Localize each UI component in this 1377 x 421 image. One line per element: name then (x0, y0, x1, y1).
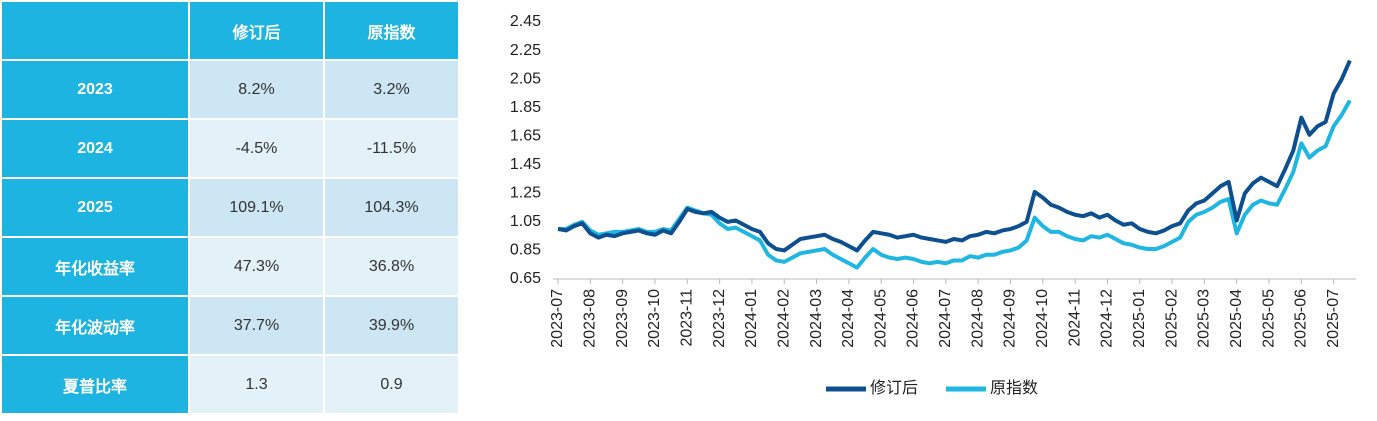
stats-table: 修订后 原指数 2023 8.2% 3.2% 2024 -4.5% -11.5% 2025 109… (0, 0, 460, 415)
row-header: 夏普比率 (0, 354, 190, 415)
table-cell: 36.8% (323, 236, 460, 297)
table-row: 夏普比率 1.3 0.9 (0, 354, 460, 415)
table-cell: 8.2% (188, 59, 325, 120)
table-cell: 1.3 (188, 354, 325, 415)
table-cell: 104.3% (323, 177, 460, 238)
x-tick-label: 2025-03 (1196, 289, 1213, 348)
y-tick-label: 1.25 (510, 185, 541, 202)
row-header: 年化波动率 (0, 295, 190, 356)
row-header: 2024 (0, 118, 190, 179)
x-tick-label: 2024-03 (808, 289, 825, 348)
y-tick-label: 1.85 (510, 99, 541, 116)
y-tick-label: 0.65 (510, 270, 541, 287)
table-cell: -11.5% (323, 118, 460, 179)
y-tick-label: 1.05 (510, 213, 541, 230)
series-line (557, 59, 1352, 253)
x-tick-label: 2024-08 (969, 289, 986, 348)
row-header: 年化收益率 (0, 236, 190, 297)
table-cell: 47.3% (188, 236, 325, 297)
column-header: 原指数 (323, 0, 460, 61)
legend-label: 原指数 (990, 379, 1038, 397)
x-tick-label: 2024-11 (1066, 289, 1083, 347)
x-tick-label: 2023-07 (549, 289, 566, 348)
table-row: 年化波动率 37.7% 39.9% (0, 295, 460, 356)
row-header: 2023 (0, 59, 190, 120)
x-tick-label: 2025-01 (1131, 289, 1148, 348)
y-tick-label: 1.65 (510, 127, 541, 144)
table-row: 2023 8.2% 3.2% (0, 59, 460, 120)
x-tick-label: 2025-02 (1163, 289, 1180, 348)
x-tick-label: 2025-05 (1260, 289, 1277, 348)
x-tick-label: 2023-12 (711, 289, 728, 348)
x-tick-label: 2024-02 (775, 289, 792, 348)
table-row: 2024 -4.5% -11.5% (0, 118, 460, 179)
column-header: 修订后 (188, 0, 325, 61)
x-tick-label: 2024-04 (840, 289, 857, 348)
table-cell: 39.9% (323, 295, 460, 356)
legend-label: 修订后 (870, 379, 918, 397)
row-header: 2025 (0, 177, 190, 238)
table-cell: 0.9 (323, 354, 460, 415)
y-tick-label: 2.05 (510, 70, 541, 87)
x-tick-label: 2024-12 (1099, 289, 1116, 348)
x-tick-label: 2025-06 (1293, 289, 1310, 348)
x-tick-label: 2023-11 (678, 289, 695, 347)
x-tick-label: 2024-05 (872, 289, 889, 348)
table-row: 修订后 原指数 (0, 0, 460, 61)
x-tick-label: 2023-09 (614, 289, 631, 348)
table-row: 2025 109.1% 104.3% (0, 177, 460, 238)
x-tick-label: 2024-01 (743, 289, 760, 348)
table-cell: 109.1% (188, 177, 325, 238)
y-tick-label: 2.25 (510, 42, 541, 59)
x-tick-label: 2024-06 (905, 289, 922, 348)
table-row: 年化收益率 47.3% 36.8% (0, 236, 460, 297)
x-tick-label: 2025-04 (1228, 289, 1245, 348)
y-tick-label: 0.85 (510, 242, 541, 259)
y-tick-label: 1.45 (510, 156, 541, 173)
table-cell: 37.7% (188, 295, 325, 356)
x-tick-label: 2023-08 (582, 289, 599, 348)
x-tick-label: 2023-10 (646, 289, 663, 348)
x-tick-label: 2024-07 (937, 289, 954, 348)
table-cell: -4.5% (188, 118, 325, 179)
x-tick-label: 2025-07 (1325, 289, 1342, 348)
y-tick-label: 2.45 (510, 13, 541, 30)
corner-cell (0, 0, 190, 61)
x-tick-label: 2024-09 (1002, 289, 1019, 348)
table-cell: 3.2% (323, 59, 460, 120)
x-tick-label: 2024-10 (1034, 289, 1051, 348)
